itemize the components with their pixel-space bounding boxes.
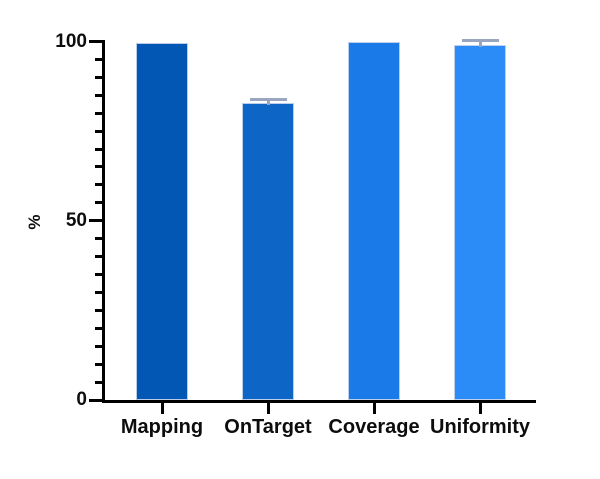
x-tick-label-mapping: Mapping: [120, 416, 204, 438]
x-tick: [266, 403, 270, 414]
y-major-tick: [89, 398, 105, 402]
y-minor-tick: [95, 237, 105, 241]
x-tick-label-coverage: Coverage: [328, 416, 420, 438]
y-tick-label: 50: [65, 209, 87, 231]
y-minor-tick: [95, 147, 105, 151]
y-minor-tick: [95, 165, 105, 169]
x-axis-line: [102, 400, 536, 403]
x-tick-label-ontarget: OnTarget: [224, 416, 312, 438]
y-major-tick: [89, 219, 105, 223]
y-minor-tick: [95, 290, 105, 294]
x-tick: [372, 403, 376, 414]
x-tick: [160, 403, 164, 414]
error-bar-cap: [461, 39, 499, 43]
y-minor-tick: [95, 129, 105, 133]
y-minor-tick: [95, 75, 105, 79]
x-tick-label-uniformity: Uniformity: [430, 416, 530, 438]
y-minor-tick: [95, 111, 105, 115]
y-minor-tick: [95, 308, 105, 312]
y-minor-tick: [95, 183, 105, 187]
y-major-tick: [89, 40, 105, 43]
y-minor-tick: [95, 326, 105, 330]
y-minor-tick: [95, 344, 105, 348]
y-minor-tick: [95, 201, 105, 205]
y-tick-label: 0: [76, 389, 87, 410]
y-tick-label: 100: [55, 30, 87, 52]
y-minor-tick: [95, 362, 105, 366]
x-tick: [478, 403, 482, 414]
bar-uniformity: [454, 45, 506, 400]
y-minor-tick: [95, 57, 105, 61]
y-minor-tick: [95, 255, 105, 259]
error-bar-stem: [478, 40, 482, 48]
bar-coverage: [348, 41, 400, 400]
y-minor-tick: [95, 273, 105, 277]
error-bar-cap: [249, 98, 287, 102]
bar-mapping: [136, 42, 188, 400]
bar-ontarget: [242, 103, 294, 400]
error-bar-stem: [266, 99, 270, 106]
y-minor-tick: [95, 380, 105, 384]
y-minor-tick: [95, 93, 105, 97]
